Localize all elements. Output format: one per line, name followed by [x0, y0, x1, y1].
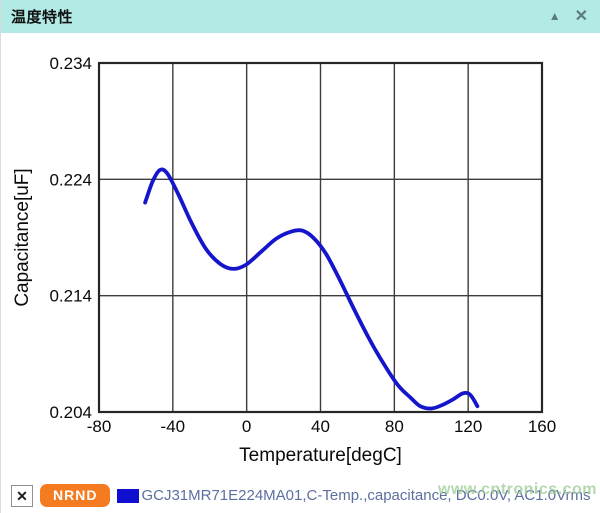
y-axis-title: Capacitance[uF]: [12, 168, 33, 306]
panel-titlebar: 温度特性 ▲ ✕: [1, 0, 600, 33]
close-icon[interactable]: ✕: [574, 8, 588, 25]
x-tick-label: 0: [242, 417, 251, 436]
x-tick-label: 160: [528, 417, 556, 436]
plot-border: [97, 61, 544, 414]
x-tick-label: -40: [161, 417, 186, 436]
y-tick-label: 0.234: [49, 54, 92, 73]
nrnd-status-badge: NRND: [40, 484, 111, 507]
x-tick-label: -80: [87, 417, 112, 436]
remove-series-button[interactable]: ✕: [11, 484, 33, 507]
series-label: GCJ31MR71E224MA01,C-Temp.,capacitance, D…: [141, 487, 591, 504]
x-tick-label: 120: [454, 417, 482, 436]
x-tick-label: 80: [385, 417, 404, 436]
y-tick-label: 0.204: [49, 403, 92, 422]
temperature-capacitance-chart: -80 -40 0 40 80 120 160 0.204 0.214 0.224 0.234 Tem…: [12, 54, 556, 466]
chart-area: -80 -40 0 40 80 120 160 0.204 0.214 0.224 0.234 Tem…: [1, 33, 600, 478]
series-color-swatch: [117, 488, 140, 503]
x-tick-label: 40: [311, 417, 330, 436]
panel-title: 温度特性: [11, 9, 74, 26]
collapse-icon[interactable]: ▲: [548, 9, 561, 23]
y-tick-label: 0.214: [49, 287, 92, 306]
x-axis-title: Temperature[degC]: [239, 445, 402, 466]
legend-bar: ✕ NRND GCJ31MR71E224MA01,C-Temp.,capacit…: [1, 478, 600, 513]
y-tick-label: 0.224: [49, 170, 92, 189]
capacitance-curve: [143, 167, 480, 411]
